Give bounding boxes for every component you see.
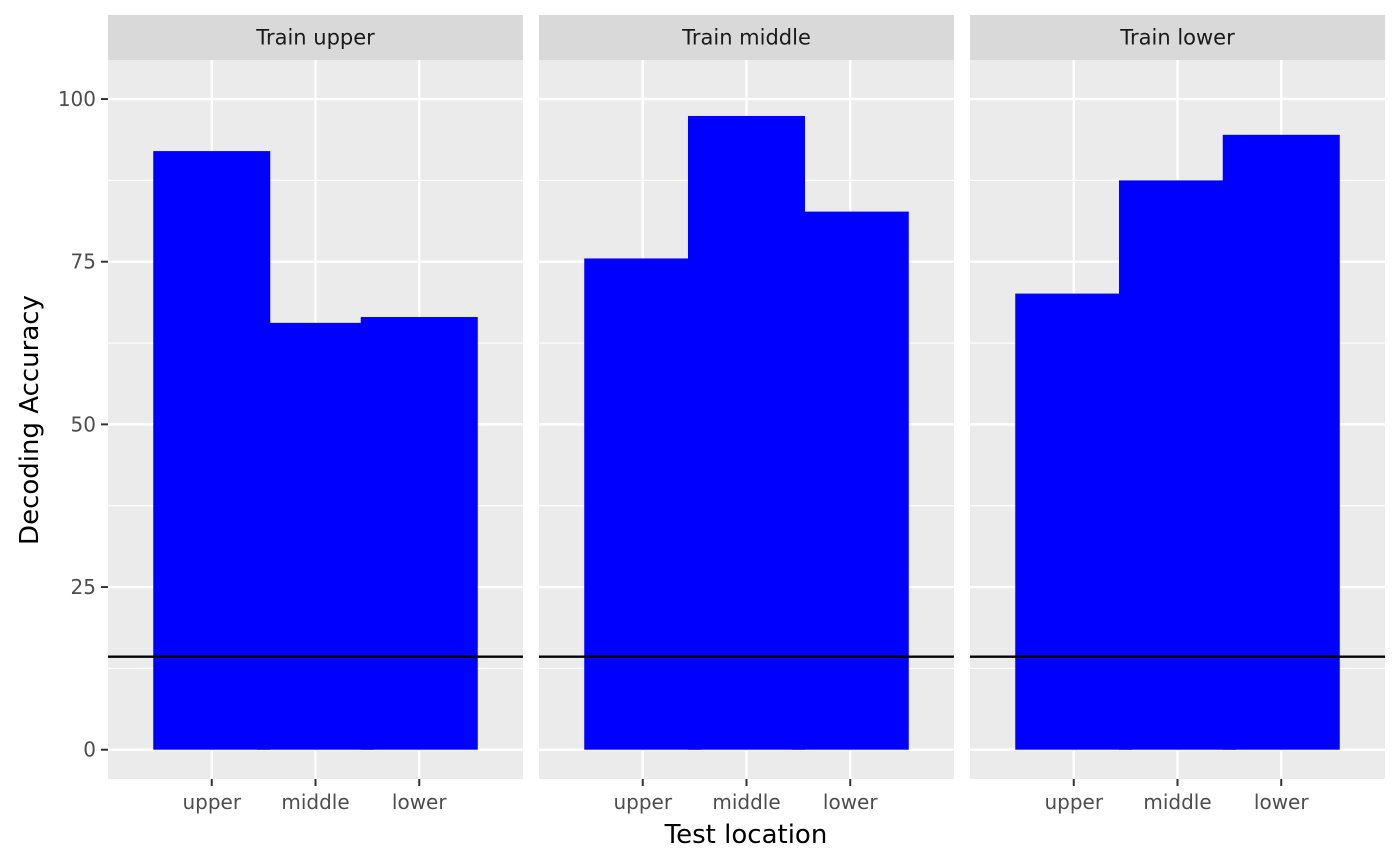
facet-strip — [970, 15, 1385, 60]
facet-strip-label: Train upper — [255, 26, 375, 50]
facet-panels: Train upper upper middle lower Train middle u… — [108, 15, 1385, 814]
y-axis-title: Decoding Accuracy — [15, 295, 45, 545]
x-tick-label: middle — [1143, 790, 1211, 814]
facet-strip-label: Train lower — [1119, 26, 1235, 50]
bar — [584, 258, 702, 750]
x-tick-label: upper — [182, 790, 241, 814]
bar — [1015, 293, 1133, 750]
bar — [791, 211, 909, 750]
facet-panel: Train lower upper middle lower — [970, 15, 1385, 814]
facet-strip — [108, 15, 523, 60]
y-tick-label: 75 — [71, 250, 96, 274]
x-axis-title: Test location — [664, 820, 828, 850]
bar — [360, 317, 478, 750]
facet-strip — [539, 15, 954, 60]
x-tick-label: upper — [1044, 790, 1103, 814]
x-tick-label: middle — [712, 790, 780, 814]
x-tick-label: middle — [281, 790, 349, 814]
bar — [257, 322, 374, 750]
x-tick-label: lower — [1254, 790, 1309, 814]
y-axis: 0 25 50 75 100 — [58, 87, 108, 762]
bar — [1222, 134, 1340, 750]
bar — [153, 151, 271, 750]
facet-panel: Train middle upper middle lower — [539, 15, 954, 814]
y-tick-label: 0 — [83, 738, 96, 762]
bar — [1119, 180, 1236, 750]
x-tick-label: upper — [613, 790, 672, 814]
facet-panel: Train upper upper middle lower — [108, 15, 523, 814]
y-tick-label: 50 — [71, 412, 96, 436]
bar — [688, 115, 805, 750]
facet-strip-label: Train middle — [681, 26, 811, 50]
x-tick-label: lower — [823, 790, 878, 814]
x-tick-label: lower — [392, 790, 447, 814]
y-tick-label: 25 — [71, 575, 96, 599]
y-tick-label: 100 — [58, 87, 96, 111]
